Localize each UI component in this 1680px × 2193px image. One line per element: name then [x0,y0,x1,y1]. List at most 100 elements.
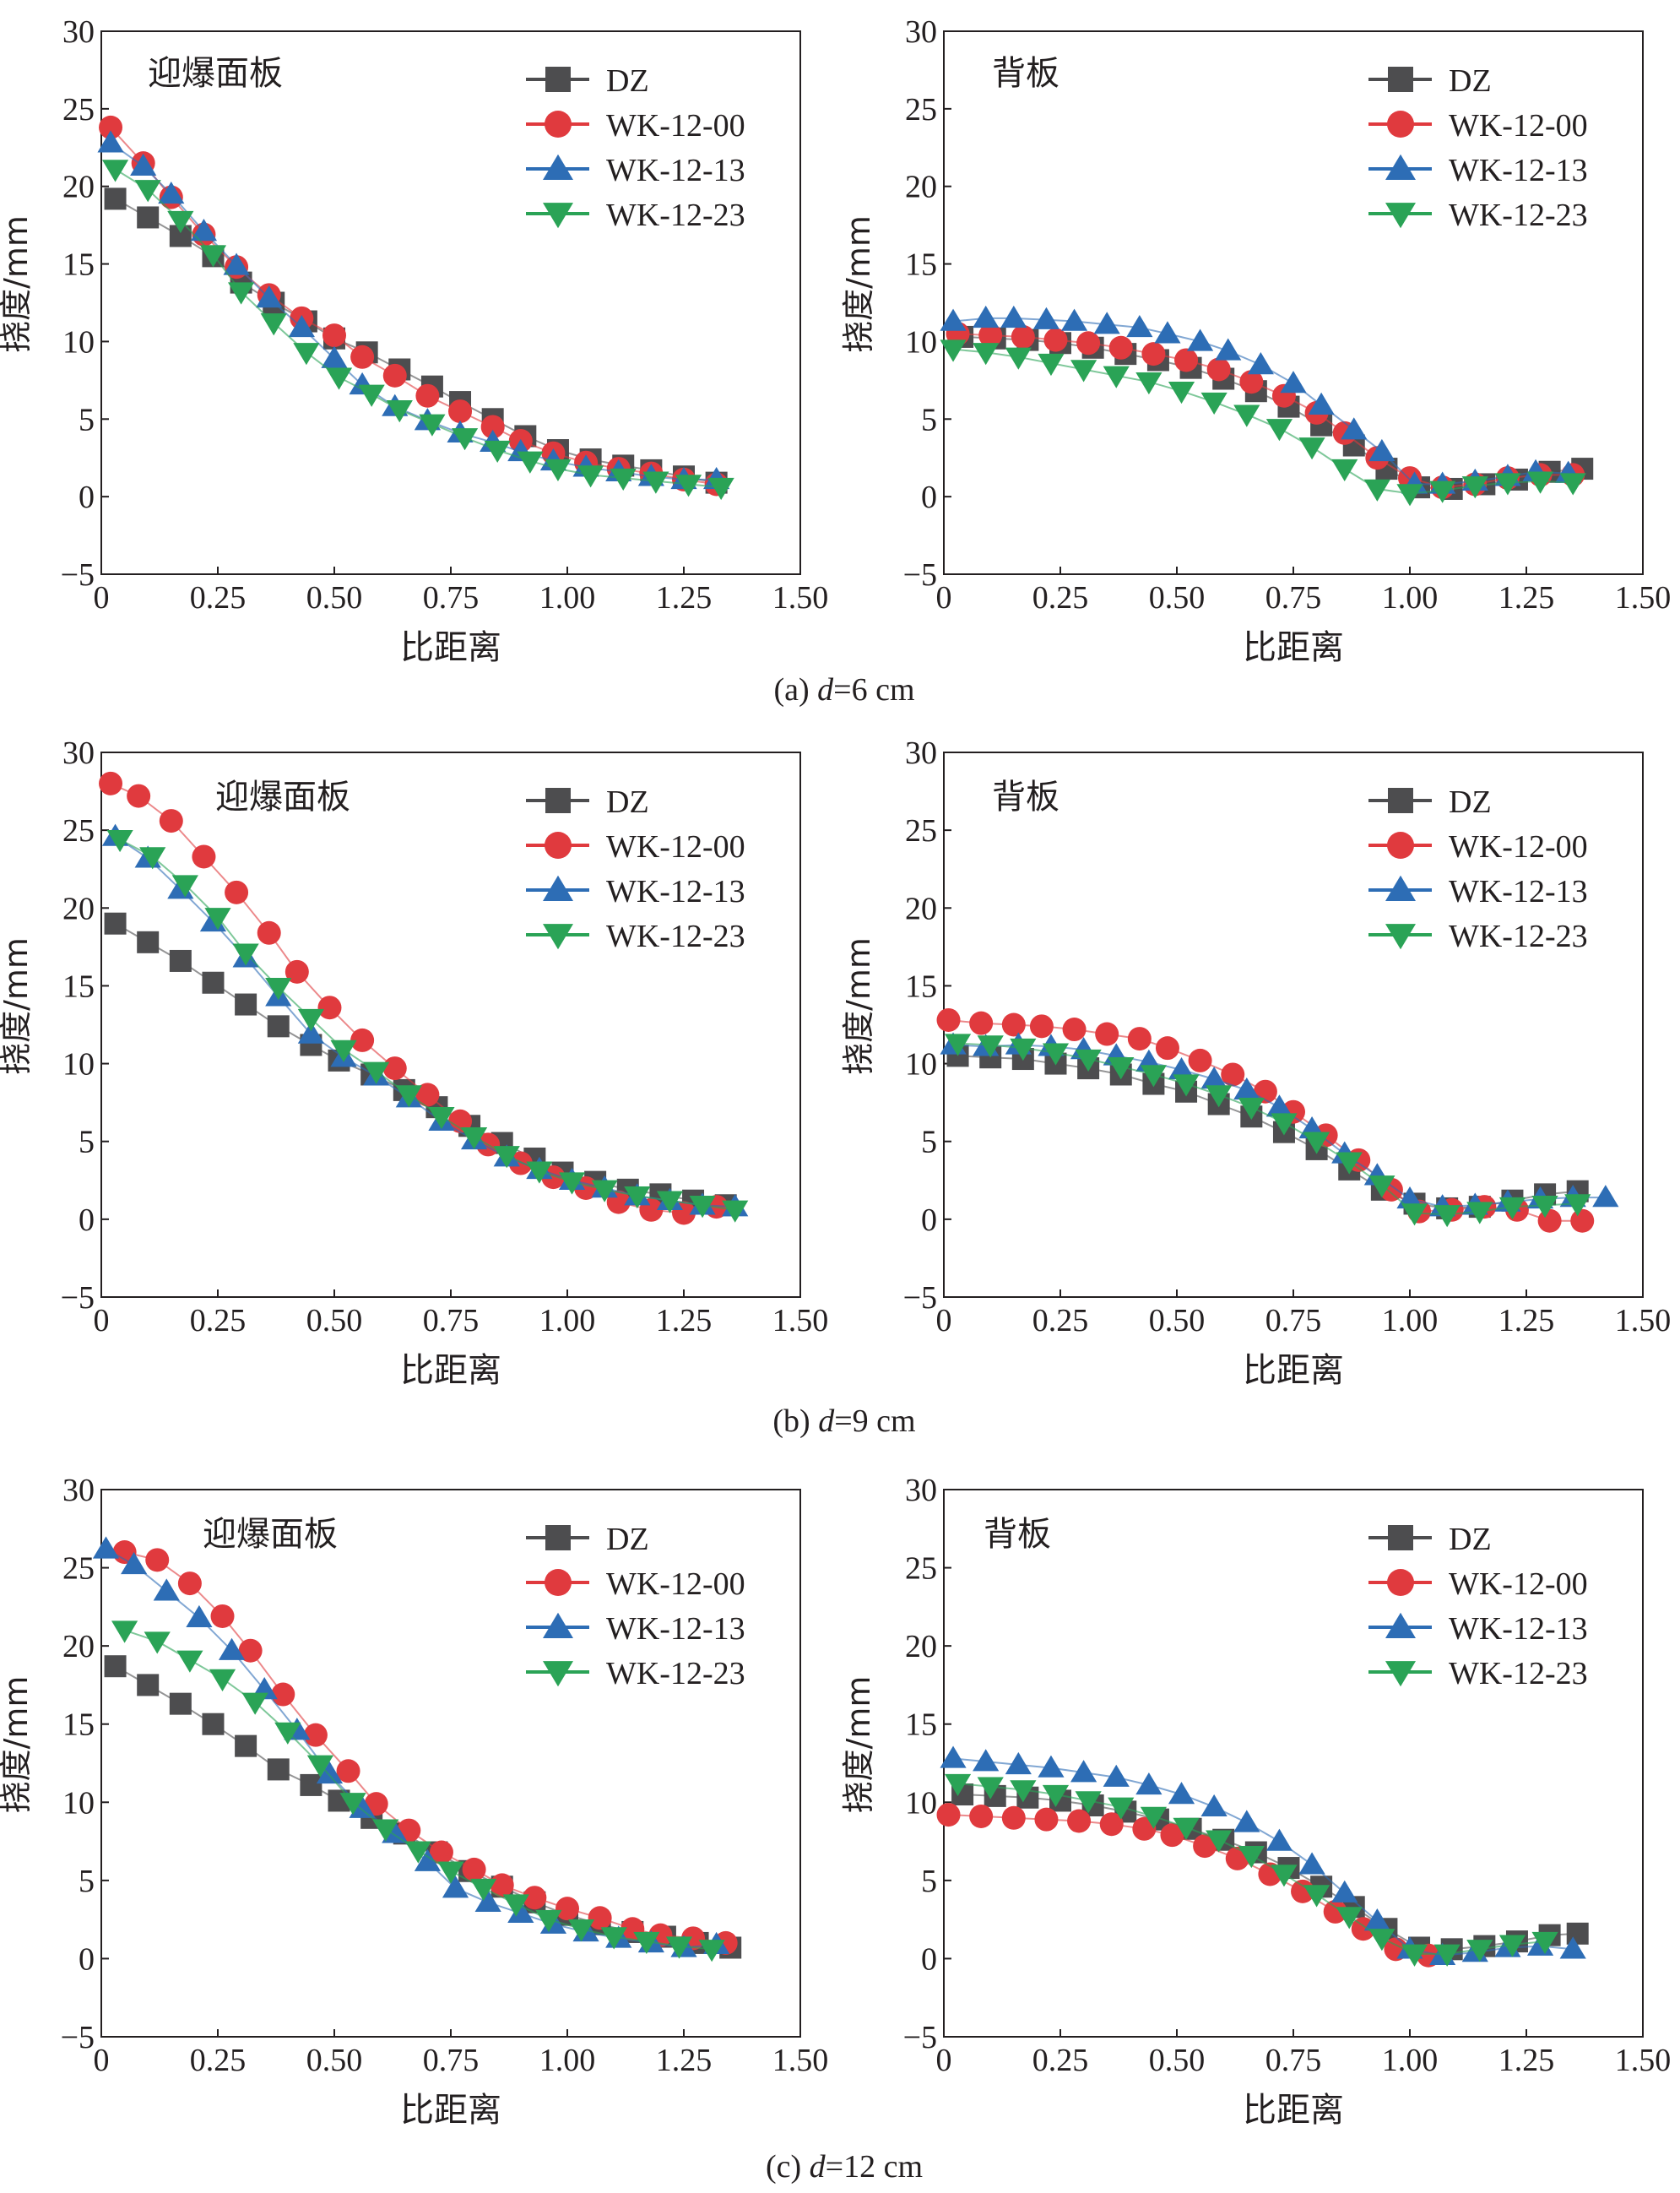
marker-triangle-down [493,1146,520,1169]
legend-label: WK-12-23 [1449,919,1588,954]
marker-triangle-up [1308,392,1335,415]
marker-triangle-down [1010,1038,1037,1061]
marker-circle [1108,335,1133,360]
marker-triangle-down [1498,1935,1526,1957]
marker-triangle-up [321,345,348,368]
marker-square [202,971,225,994]
y-tick-label: 10 [62,324,95,360]
y-tick-label: 10 [905,1785,937,1821]
marker-triangle-down [1385,1661,1416,1687]
marker-triangle-down [241,1692,268,1715]
marker-triangle-up [1168,1782,1195,1805]
marker-triangle-down [297,1008,324,1032]
marker-triangle-down [1298,437,1325,460]
y-tick-label: −5 [903,1280,937,1316]
x-tick-label: 0.75 [1265,580,1322,616]
marker-triangle-down [675,475,702,497]
marker-triangle-down [624,1186,651,1209]
marker-circle [1174,348,1199,372]
legend-label: WK-12-13 [1449,153,1588,188]
marker-triangle-down [176,1650,203,1673]
marker-triangle-down [1494,473,1521,496]
marker-triangle-down [358,384,385,407]
marker-circle [192,844,216,869]
x-tick-label: 0.50 [1149,2043,1206,2078]
marker-triangle-down [101,160,129,182]
marker-square [545,788,571,813]
x-tick-label: 0 [936,1303,952,1338]
marker-square [1566,1922,1589,1945]
y-tick-label: −5 [61,2020,95,2055]
marker-circle [1141,342,1166,366]
x-tick-label: 1.25 [656,2043,713,2078]
marker-triangle-down [1331,459,1358,482]
legend: DZ WK-12-00 WK-12-13 WK-12-23 [1368,784,1588,954]
marker-circle [448,399,473,424]
x-tick-label: 0.25 [1032,2043,1089,2078]
marker-square [169,949,192,972]
marker-circle [1043,328,1068,352]
marker-triangle-up [190,219,218,242]
marker-triangle-up [1154,321,1181,344]
marker-triangle-down [944,1034,972,1056]
marker-triangle-down [1526,471,1554,494]
marker-triangle-down [199,245,227,268]
x-tick-label: 1.25 [1498,580,1555,616]
marker-triangle-down [545,459,572,482]
marker-square [545,1525,571,1550]
marker-triangle-down [1135,372,1162,395]
marker-circle [1099,1812,1124,1837]
marker-triangle-up [1135,1772,1162,1795]
marker-circle [317,996,342,1020]
y-tick-label: 5 [921,1864,937,1899]
marker-circle [978,323,1003,348]
marker-triangle-down [543,1661,573,1687]
marker-triangle-down [1396,484,1423,507]
x-tick-label: 1.25 [1498,1303,1555,1338]
y-tick-label: 0 [79,1941,95,1977]
marker-triangle-down [1168,382,1195,404]
marker-triangle-down [1429,480,1456,503]
marker-triangle-up [1200,1794,1227,1817]
marker-square [137,1674,160,1696]
marker-triangle-down [1042,1784,1070,1807]
marker-triangle-up [1265,1828,1293,1851]
y-tick-label: 15 [905,247,937,283]
marker-circle [523,1886,547,1910]
figure-caption: (b) d=9 cm [772,1403,915,1439]
marker-triangle-up [1385,875,1416,901]
legend-label: DZ [1449,1522,1492,1557]
series-WK-12-00 [99,771,729,1225]
marker-triangle-down [470,1878,497,1902]
chart-panel-a-back: 0 0.25 0.50 0.75 1.00 1.25 1.50−5051015202530比… [840,14,1671,667]
marker-circle [1155,1036,1179,1061]
marker-circle [322,323,346,348]
marker-circle [1127,1027,1152,1051]
marker-triangle-up [130,153,157,176]
marker-triangle-up [1200,1067,1227,1089]
x-tick-label: 1.25 [656,580,713,616]
y-tick-label: 0 [921,480,937,515]
marker-circle [555,1897,579,1921]
marker-triangle-down [1336,1907,1363,1930]
x-tick-label: 1.00 [539,2043,596,2078]
marker-triangle-down [1108,1057,1135,1080]
y-tick-label: 15 [905,969,937,1004]
marker-circle [382,1056,407,1081]
panel-title: 迎爆面板 [203,1515,338,1554]
marker-circle [336,1759,360,1783]
marker-triangle-down [633,1931,660,1955]
series-line [115,922,726,1207]
marker-triangle-up [1168,1056,1195,1080]
marker-triangle-up [973,1749,1000,1772]
marker-triangle-up [507,1900,534,1923]
marker-square [1388,1525,1413,1550]
marker-circle [1160,1823,1184,1848]
marker-triangle-down [977,1777,1004,1799]
series-WK-12-23 [944,1773,1558,1967]
marker-circle [545,832,572,859]
marker-triangle-down [306,1755,334,1778]
series-WK-12-00 [936,1007,1595,1233]
x-tick-label: 0 [94,2043,110,2078]
x-tick-label: 0.50 [1149,580,1206,616]
